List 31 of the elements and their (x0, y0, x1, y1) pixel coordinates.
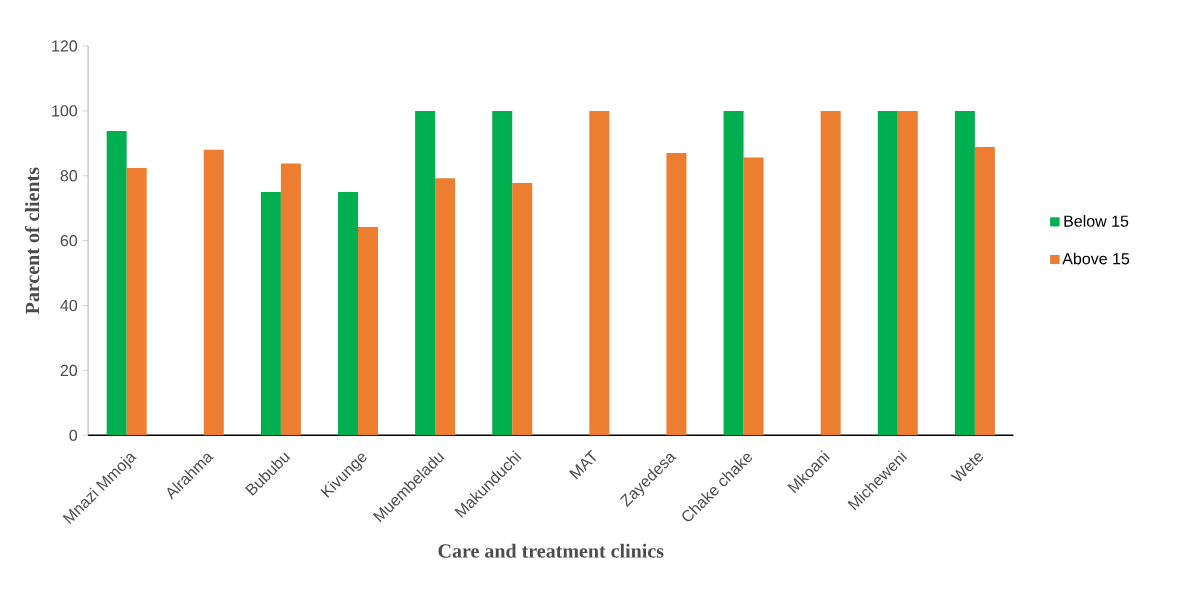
bar (666, 153, 687, 436)
y-tick-label: 20 (60, 364, 78, 377)
bar (435, 178, 456, 436)
bar (203, 149, 224, 436)
y-tick-label: 0 (69, 429, 78, 441)
y-tick-label: 40 (60, 299, 78, 312)
bar (415, 110, 436, 436)
legend-label: Above 15 (1062, 252, 1130, 265)
bar (897, 110, 918, 436)
bar (589, 110, 610, 436)
bar (877, 110, 898, 436)
legend-label: Below 15 (1064, 215, 1129, 227)
y-tick-label: 60 (60, 235, 78, 247)
y-axis-title: Parcent of clients (24, 167, 40, 314)
bar (106, 131, 127, 436)
bar (338, 191, 359, 436)
bar (723, 110, 744, 436)
bar (974, 146, 995, 436)
bar (358, 227, 379, 436)
bar (512, 182, 533, 436)
y-tick-label: 100 (52, 105, 78, 117)
bar (280, 163, 301, 436)
y-tick-label: 120 (52, 40, 78, 52)
bar (954, 110, 975, 436)
bar (126, 167, 147, 436)
bar (743, 157, 764, 436)
bar (260, 191, 281, 436)
y-tick-label: 80 (60, 170, 78, 182)
x-axis-title: Care and treatment clinics (438, 543, 664, 558)
bar (820, 110, 841, 436)
bar (492, 110, 513, 436)
